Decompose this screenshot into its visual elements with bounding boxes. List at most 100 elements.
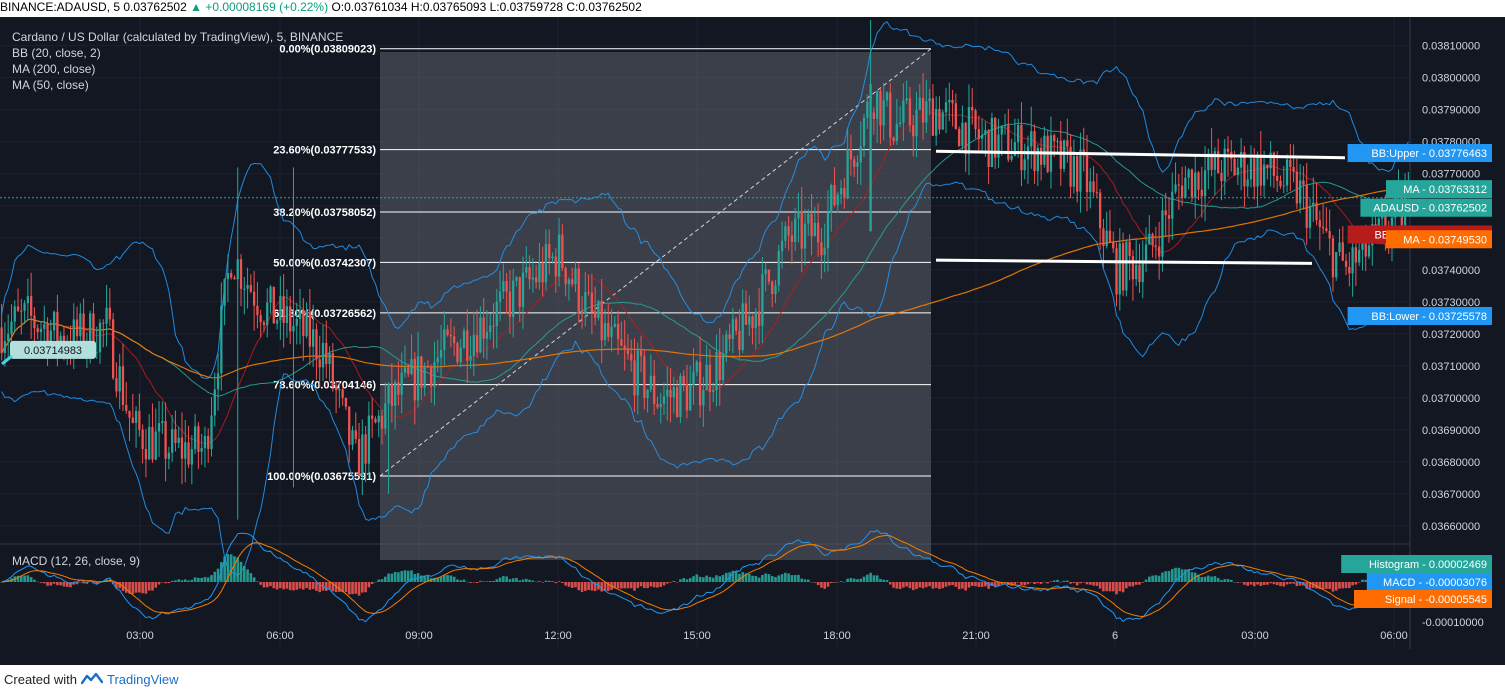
macd-histogram-bar: [744, 573, 748, 582]
candle-body: [1253, 158, 1256, 187]
left-price-badge: [10, 340, 96, 359]
candle-body: [935, 108, 938, 136]
candle-body: [243, 288, 246, 290]
candle-body: [1220, 172, 1223, 182]
macd-histogram-bar: [1052, 580, 1056, 582]
macd-histogram-bar: [262, 582, 266, 588]
candle-body: [1177, 184, 1180, 186]
candle-body: [613, 323, 616, 327]
candle-body: [1030, 131, 1033, 147]
macd-histogram-bar: [403, 570, 407, 582]
macd-histogram-bar: [928, 582, 931, 587]
macd-histogram-bar: [400, 571, 403, 582]
fibonacci-retracement[interactable]: 0.00%(0.03809023) 23.60%(0.03777533) 38.20…: [267, 44, 932, 483]
macd-histogram-bar: [75, 582, 79, 585]
macd-histogram-bar: [649, 582, 653, 587]
macd-histogram-bar: [456, 579, 459, 582]
candle-body: [633, 360, 636, 396]
macd-histogram-bar: [1108, 582, 1112, 592]
macd-histogram-bar: [1331, 582, 1335, 592]
candle-body: [1289, 159, 1292, 167]
candle-body: [272, 286, 275, 324]
macd-histogram-bar: [1161, 572, 1164, 582]
price-chart[interactable]: 0.00%(0.03809023) 23.60%(0.03777533) 38.20…: [0, 17, 1505, 665]
candle-body: [1325, 228, 1328, 232]
candle-body: [1358, 249, 1361, 263]
candle-body: [735, 319, 738, 331]
price-tick-label: 0.03810000: [1422, 41, 1480, 53]
candle-body: [853, 159, 856, 167]
macd-histogram-bar: [823, 582, 826, 589]
candle-body: [1059, 140, 1062, 169]
macd-histogram-bar: [538, 581, 541, 582]
macd-histogram-bar: [725, 572, 728, 582]
candle-body: [508, 291, 512, 317]
candle-body: [1223, 148, 1226, 182]
macd-histogram-bar: [413, 573, 417, 582]
candle-body: [252, 291, 256, 306]
price-axis[interactable]: 0.03660000 0.03670000 0.03680000 0.03690000…: [1341, 17, 1505, 649]
candle-body: [967, 107, 971, 155]
macd-histogram-bar: [1239, 582, 1243, 583]
macd-histogram-bar: [898, 582, 902, 590]
macd-histogram-bar: [285, 582, 289, 589]
macd-histogram-bar: [846, 578, 849, 582]
candle-body: [594, 311, 597, 318]
macd-histogram-bar: [1016, 582, 1020, 583]
candle-body: [718, 352, 721, 381]
candle-body: [384, 403, 387, 429]
macd-histogram-bar: [161, 582, 164, 583]
macd-histogram-bar: [443, 575, 446, 582]
candle-body: [23, 303, 26, 311]
macd-histogram-bar: [951, 582, 954, 586]
candle-body: [1141, 263, 1144, 283]
candle-body: [180, 437, 184, 459]
macd-histogram-bar: [292, 582, 295, 591]
candle-body: [944, 102, 948, 113]
candle-body: [472, 335, 475, 356]
macd-histogram-bar: [36, 581, 40, 583]
bb-upper-line: [1, 20, 1409, 379]
candle-body: [236, 259, 239, 280]
candle-body: [325, 342, 328, 364]
macd-histogram-bar: [747, 573, 751, 582]
macd-histogram-bar: [361, 582, 364, 593]
candle-body: [816, 222, 820, 243]
candle-body: [1174, 184, 1177, 192]
candle-body: [787, 226, 790, 236]
macd-histogram-bar: [42, 582, 46, 584]
macd-histogram-bar: [646, 582, 649, 589]
candle-body: [662, 396, 666, 404]
macd-histogram-bar: [977, 582, 981, 587]
candles: [0, 20, 1410, 520]
macd-histogram-bar: [518, 580, 522, 582]
candle-body: [1243, 152, 1246, 187]
macd-histogram-bar: [1354, 582, 1358, 585]
macd-histogram-bar: [154, 582, 158, 588]
macd-histogram-bar: [1269, 582, 1272, 584]
time-axis[interactable]: 03:00 06:00 09:00 12:00 15:00 18:00 21:00 6 03:0…: [126, 630, 1408, 642]
candle-body: [777, 250, 780, 286]
macd-histogram-bar: [1207, 575, 1210, 582]
macd-histogram-bar: [629, 582, 633, 589]
macd-histogram-bar: [993, 582, 997, 588]
macd-histogram-bar: [1187, 569, 1190, 582]
candle-body: [400, 372, 403, 395]
fib-level-label: 0.00%(0.03809023): [279, 44, 376, 56]
macd-histogram-bar: [508, 579, 512, 582]
macd-histogram-bar: [1357, 582, 1361, 583]
candle-body: [738, 330, 741, 351]
macd-histogram-bar: [324, 582, 328, 591]
macd-histogram-bar: [682, 578, 685, 582]
macd-histogram-bar: [318, 582, 322, 593]
candle-body: [574, 268, 577, 285]
candle-body: [616, 323, 620, 340]
candle-body: [161, 421, 164, 424]
macd-histogram-bar: [911, 582, 915, 591]
price-label-badge: [1386, 180, 1492, 199]
macd-histogram-bar: [521, 579, 525, 582]
candle-body: [220, 305, 223, 374]
macd-histogram-bar: [1029, 582, 1033, 583]
macd-histogram-bar: [502, 576, 505, 582]
candle-body: [912, 125, 915, 137]
